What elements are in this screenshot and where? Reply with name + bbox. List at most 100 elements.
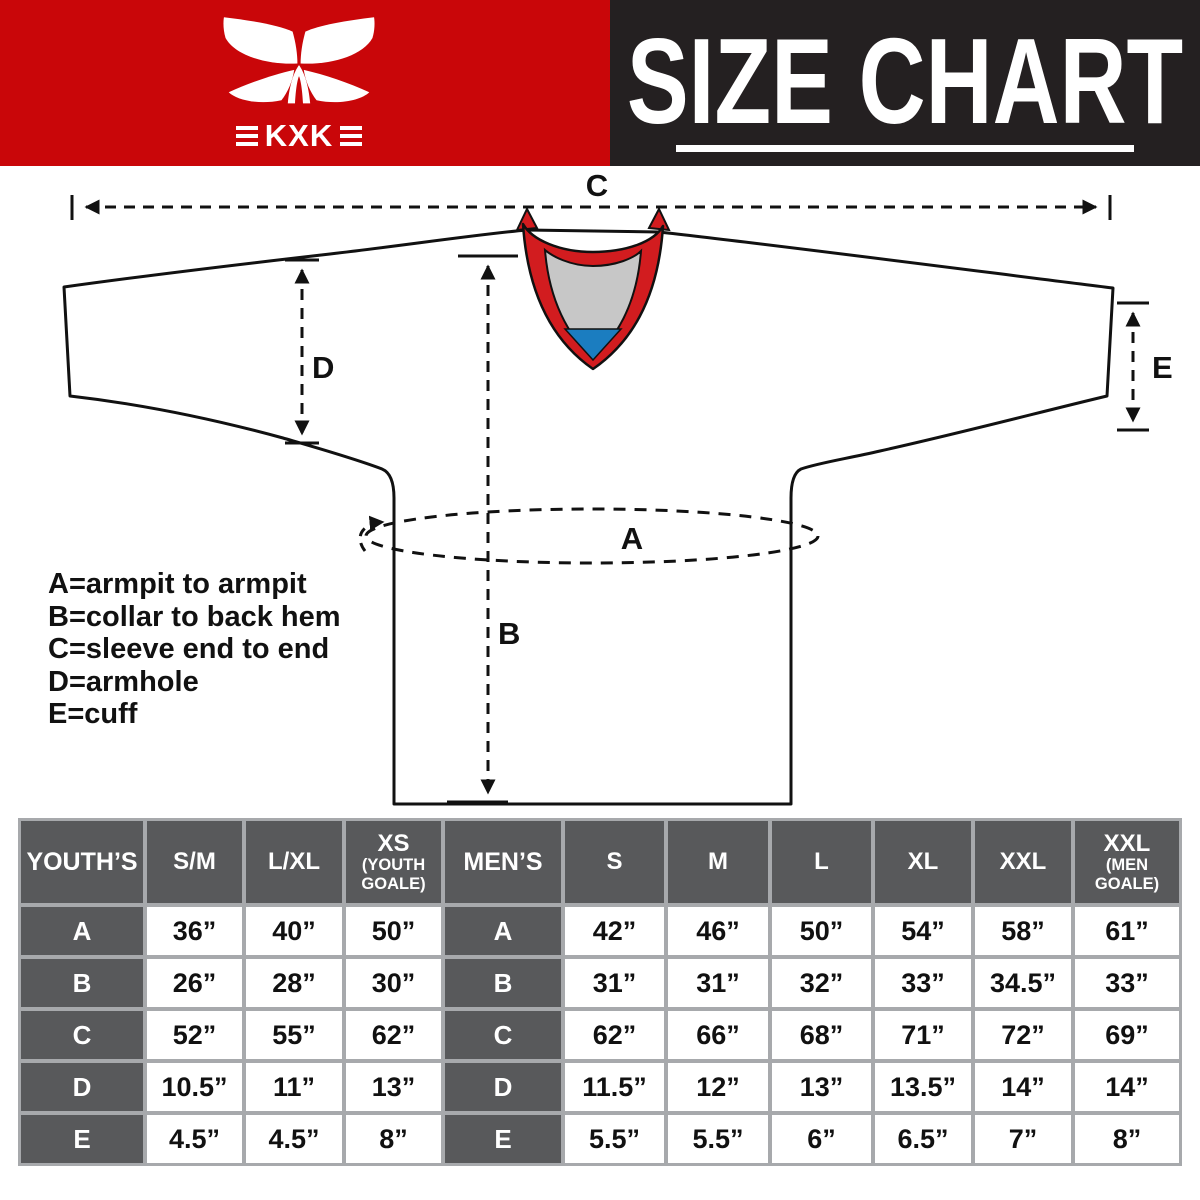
jersey-outline xyxy=(62,228,1115,806)
size-value-cell: 5.5” xyxy=(668,1115,768,1163)
size-value-cell: 30” xyxy=(346,959,441,1007)
col-header-sub: (MEN GOALE) xyxy=(1094,856,1160,893)
dim-label-a: A xyxy=(621,521,643,556)
size-value-cell: 72” xyxy=(975,1011,1071,1059)
size-value-cell: 36” xyxy=(147,907,242,955)
col-header-s: S xyxy=(565,821,664,903)
collar-inner-gray xyxy=(543,247,643,360)
row-label-cell: D xyxy=(21,1063,143,1111)
size-value-cell: 13” xyxy=(346,1063,441,1111)
title-underline xyxy=(676,145,1134,152)
measurement-legend: A=armpit to armpit B=collar to back hem … xyxy=(48,568,341,731)
brand-logo: KXK xyxy=(219,14,379,160)
size-value-cell: 28” xyxy=(246,959,342,1007)
dim-a-ellipse xyxy=(364,507,820,565)
size-value-cell: 46” xyxy=(668,907,768,955)
size-table: YOUTH’S S/M L/XL XS (YOUTH GOALE) MEN’S … xyxy=(18,818,1182,1166)
row-label-cell: A xyxy=(21,907,143,955)
header-banner: KXK SIZE CHART xyxy=(0,0,1200,166)
size-value-cell: 31” xyxy=(668,959,768,1007)
dim-label-d: D xyxy=(312,350,334,385)
col-header-l: L xyxy=(772,821,871,903)
dim-label-b: B xyxy=(498,616,520,651)
size-value-cell: 14” xyxy=(975,1063,1071,1111)
col-header-mens: MEN’S xyxy=(445,821,561,903)
size-value-cell: 4.5” xyxy=(246,1115,342,1163)
triple-bar-icon xyxy=(235,125,258,146)
dim-label-e: E xyxy=(1152,350,1173,385)
size-value-cell: 11” xyxy=(246,1063,342,1111)
legend-line: C=sleeve end to end xyxy=(48,633,330,665)
size-value-cell: 69” xyxy=(1075,1011,1179,1059)
size-value-cell: 11.5” xyxy=(565,1063,664,1111)
col-header-m: M xyxy=(668,821,768,903)
row-label-cell: B xyxy=(21,959,143,1007)
col-header-xs-youth-goalie: XS (YOUTH GOALE) xyxy=(346,821,441,903)
collar-notch-left xyxy=(515,206,539,232)
size-value-cell: 26” xyxy=(147,959,242,1007)
size-value-cell: 32” xyxy=(772,959,871,1007)
size-value-cell: 14” xyxy=(1075,1063,1179,1111)
size-value-cell: 33” xyxy=(1075,959,1179,1007)
size-value-cell: 62” xyxy=(565,1011,664,1059)
collar-blue-insert xyxy=(563,328,623,362)
triple-bar-icon xyxy=(340,125,363,146)
size-value-cell: 4.5” xyxy=(147,1115,242,1163)
row-label-cell: D xyxy=(445,1063,561,1111)
size-value-cell: 6.5” xyxy=(875,1115,971,1163)
size-value-cell: 42” xyxy=(565,907,664,955)
size-value-cell: 13.5” xyxy=(875,1063,971,1111)
dim-a-rotation-arrow xyxy=(358,515,385,552)
size-value-cell: 62” xyxy=(346,1011,441,1059)
size-value-cell: 5.5” xyxy=(565,1115,664,1163)
size-value-cell: 34.5” xyxy=(975,959,1071,1007)
size-value-cell: 61” xyxy=(1075,907,1179,955)
size-value-cell: 7” xyxy=(975,1115,1071,1163)
col-header-sm: S/M xyxy=(147,821,242,903)
row-label-cell: C xyxy=(21,1011,143,1059)
legend-line: E=cuff xyxy=(48,698,138,730)
size-value-cell: 10.5” xyxy=(147,1063,242,1111)
size-value-cell: 31” xyxy=(565,959,664,1007)
size-value-cell: 52” xyxy=(147,1011,242,1059)
col-header-sub: (YOUTH GOALE) xyxy=(361,856,426,893)
size-value-cell: 8” xyxy=(1075,1115,1179,1163)
col-header-youths: YOUTH’S xyxy=(21,821,143,903)
size-value-cell: 6” xyxy=(772,1115,871,1163)
brand-emblem-icon xyxy=(223,17,375,104)
size-value-cell: 40” xyxy=(246,907,342,955)
collar-notch-right xyxy=(647,206,671,232)
col-header-xxl-men-goalie: XXL (MEN GOALE) xyxy=(1075,821,1179,903)
size-value-cell: 8” xyxy=(346,1115,441,1163)
row-label-cell: A xyxy=(445,907,561,955)
jersey-measurement-diagram: C D B E A xyxy=(62,168,1173,806)
size-value-cell: 54” xyxy=(875,907,971,955)
row-label-cell: E xyxy=(21,1115,143,1163)
size-value-cell: 55” xyxy=(246,1011,342,1059)
col-header-xxl: XXL xyxy=(975,821,1071,903)
size-value-cell: 12” xyxy=(668,1063,768,1111)
row-label-cell: B xyxy=(445,959,561,1007)
row-label-cell: C xyxy=(445,1011,561,1059)
size-value-cell: 13” xyxy=(772,1063,871,1111)
dim-label-c: C xyxy=(586,168,608,203)
size-value-cell: 50” xyxy=(772,907,871,955)
brand-wordmark: KXK xyxy=(235,118,363,153)
size-value-cell: 50” xyxy=(346,907,441,955)
col-header-main: XS xyxy=(377,830,410,858)
row-label-cell: E xyxy=(445,1115,561,1163)
brand-text: KXK xyxy=(264,118,334,153)
col-header-lxl: L/XL xyxy=(246,821,342,903)
dim-a-label-backing xyxy=(610,518,656,554)
page-title: SIZE CHART xyxy=(626,13,1184,149)
col-header-main: XXL xyxy=(1103,830,1151,858)
col-header-xl: XL xyxy=(875,821,971,903)
legend-line: D=armhole xyxy=(48,665,199,698)
size-value-cell: 58” xyxy=(975,907,1071,955)
size-value-cell: 33” xyxy=(875,959,971,1007)
size-value-cell: 66” xyxy=(668,1011,768,1059)
size-value-cell: 68” xyxy=(772,1011,871,1059)
size-value-cell: 71” xyxy=(875,1011,971,1059)
legend-line: A=armpit to armpit xyxy=(48,568,307,600)
